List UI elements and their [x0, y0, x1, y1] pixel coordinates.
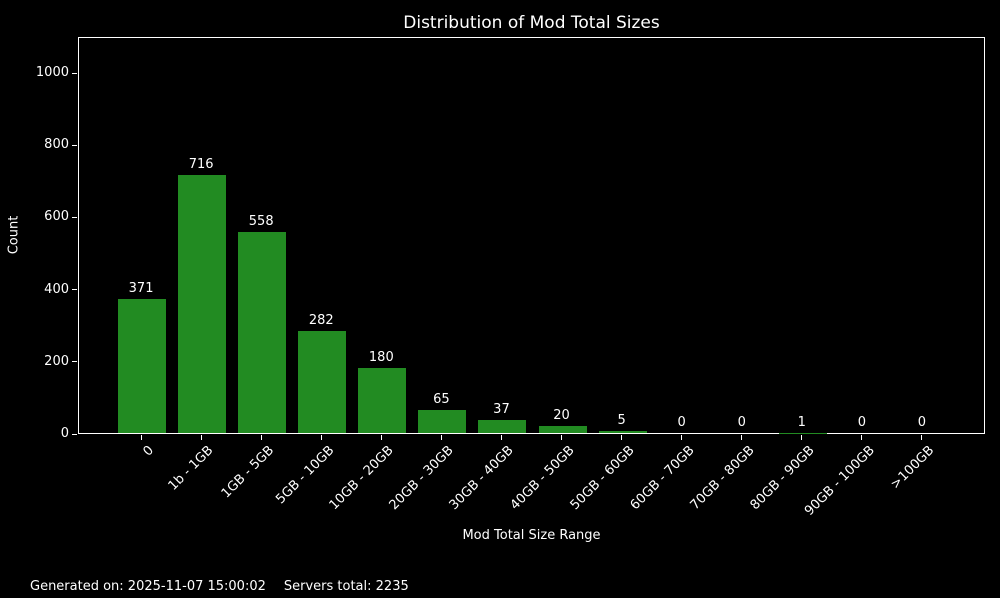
x-tick-label: 1b - 1GB [166, 443, 217, 494]
bar-value-label: 1 [797, 414, 806, 430]
bar [178, 174, 227, 433]
bar [298, 331, 347, 433]
y-tick [72, 144, 77, 146]
x-tick-label: 5GB - 10GB [272, 443, 337, 508]
bar-value-label: 20 [553, 407, 570, 423]
y-tick [72, 433, 77, 435]
x-tick [440, 435, 442, 440]
y-tick-label: 0 [60, 426, 69, 441]
plot-area [78, 37, 985, 434]
bar [118, 299, 167, 433]
x-tick-label: 30GB - 40GB [447, 443, 518, 514]
y-tick-label: 600 [44, 209, 69, 225]
bar-value-label: 558 [248, 213, 274, 229]
bottom-divider [0, 598, 1000, 600]
y-tick [72, 289, 77, 291]
bar [538, 425, 587, 433]
bar [238, 231, 287, 433]
y-tick-label: 800 [44, 137, 69, 153]
x-tick [741, 435, 743, 440]
x-tick [801, 435, 803, 440]
x-tick [861, 435, 863, 440]
bar-value-label: 282 [308, 313, 334, 329]
x-tick [621, 435, 623, 440]
x-tick-label: 40GB - 50GB [507, 443, 578, 514]
bar [418, 409, 467, 433]
footer: Generated on: 2025-11-07 15:00:02 Servers… [30, 579, 409, 594]
x-tick [200, 435, 202, 440]
bar-value-label: 716 [188, 156, 214, 172]
bar [478, 419, 527, 433]
x-tick [380, 435, 382, 440]
bar-value-label: 37 [493, 401, 510, 417]
bar-value-label: 180 [368, 350, 394, 366]
x-tick [561, 435, 563, 440]
y-tick-label: 1000 [35, 65, 69, 81]
bar-value-label: 0 [917, 415, 927, 430]
y-tick-label: 200 [44, 353, 69, 369]
y-tick [72, 72, 77, 74]
bar [598, 431, 647, 433]
x-tick [140, 435, 142, 440]
bar-value-label: 0 [737, 415, 746, 430]
bar [358, 368, 407, 433]
x-tick [260, 435, 262, 440]
bar-value-label: 0 [857, 415, 866, 430]
x-tick-label: 1GB - 5GB [218, 443, 277, 502]
y-axis-label: Count [6, 215, 22, 255]
bar-value-label: 5 [617, 413, 626, 429]
servers-total: Servers total: 2235 [283, 579, 409, 594]
bar-value-label: 0 [677, 415, 686, 430]
y-tick [72, 361, 77, 363]
y-tick-label: 400 [44, 281, 69, 297]
chart-title: Distribution of Mod Total Sizes [403, 13, 660, 33]
bar-value-label: 371 [128, 281, 154, 297]
x-tick [320, 435, 322, 440]
x-tick-label: >100GB [888, 443, 938, 493]
x-tick [681, 435, 683, 440]
x-tick [921, 435, 923, 440]
x-tick [500, 435, 502, 440]
x-tick-label: 0 [140, 443, 157, 460]
y-tick [72, 216, 77, 218]
bar-value-label: 65 [433, 391, 450, 407]
x-axis-label: Mod Total Size Range [462, 528, 601, 543]
generated-timestamp: Generated on: 2025-11-07 15:00:02 [30, 579, 266, 594]
